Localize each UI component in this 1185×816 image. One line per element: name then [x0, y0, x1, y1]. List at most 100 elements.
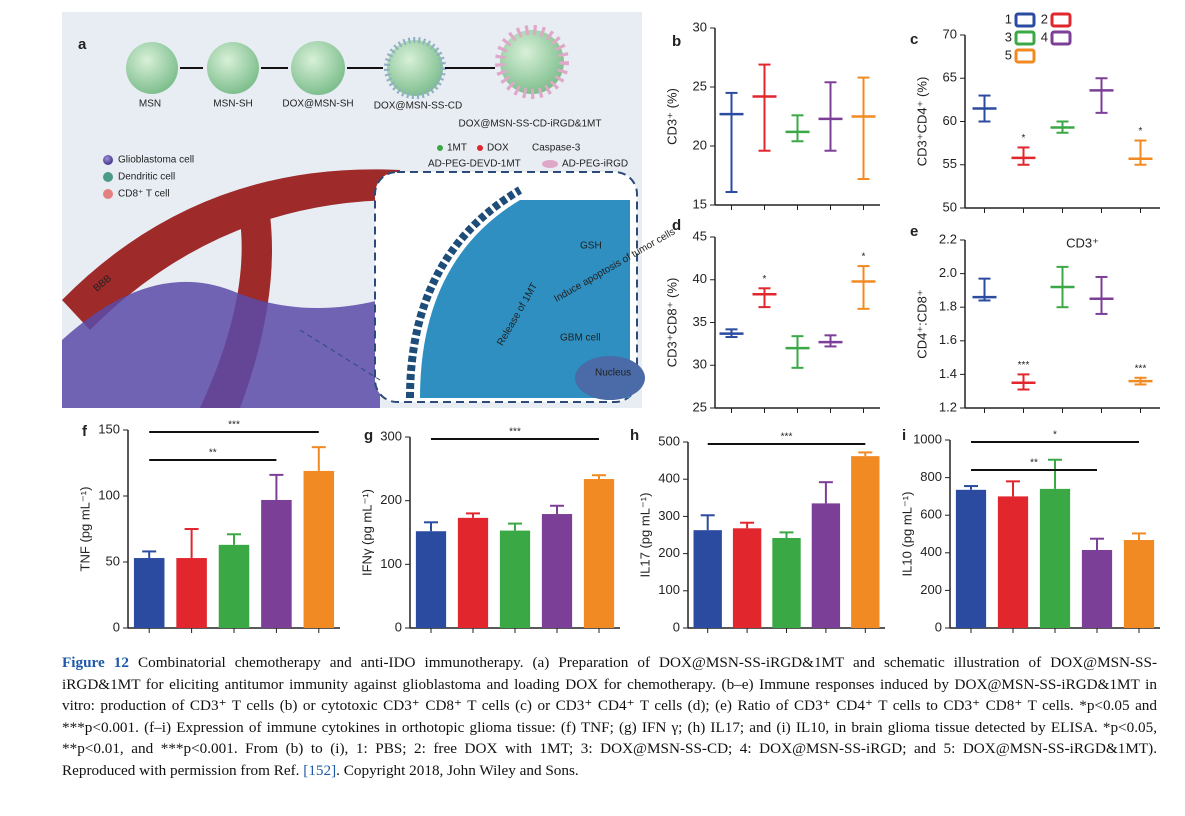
significance: * — [763, 274, 767, 285]
nucleus-label: Nucleus — [595, 368, 631, 379]
legend-swatch — [1050, 30, 1072, 46]
legend-label: 4 — [1041, 29, 1048, 44]
panel-label: f — [82, 423, 88, 440]
gsh-label: GSH — [580, 241, 602, 252]
caption-text: Combinatorial chemotherapy and anti-IDO … — [62, 654, 1158, 779]
gbm-label: GBM cell — [560, 333, 601, 344]
y-tick-label: 1000 — [913, 431, 942, 446]
bar — [457, 517, 489, 628]
caption-tail: . Copyright 2018, John Wiley and Sons. — [336, 761, 579, 779]
legend-swatch — [1014, 30, 1036, 46]
y-tick-label: 100 — [658, 582, 680, 597]
y-tick-label: 25 — [693, 399, 707, 414]
y-axis-label: IFNγ (pg mL⁻¹) — [359, 489, 374, 576]
y-tick-label: 0 — [395, 619, 402, 634]
y-tick-label: 400 — [920, 544, 942, 559]
icon — [477, 145, 483, 151]
particle — [495, 25, 569, 99]
significance: *** — [1135, 363, 1147, 374]
legend-swatch — [1014, 48, 1036, 64]
y-tick-label: 15 — [693, 196, 707, 211]
significance: ** — [1030, 458, 1038, 469]
bar — [955, 489, 987, 628]
y-tick-label: 20 — [693, 137, 707, 152]
y-axis-label: IL10 (pg mL⁻¹) — [899, 492, 914, 577]
caption: Figure 12 Combinatorial chemotherapy and… — [62, 652, 1157, 781]
component-label: AD-PEG-DEVD-1MT — [428, 159, 521, 170]
significance: * — [862, 252, 866, 263]
legend-label: 5 — [1005, 47, 1012, 62]
bar — [772, 537, 801, 628]
icon — [103, 189, 113, 199]
gbm-cell — [420, 200, 630, 398]
panel-label: i — [902, 427, 906, 444]
y-tick-label: 200 — [380, 492, 402, 507]
connector — [299, 329, 381, 381]
stage-label: DOX@MSN-SS-CD-iRGD&1MT — [459, 119, 602, 130]
bar — [693, 530, 722, 628]
bar — [218, 544, 250, 628]
component-label: 1MT — [447, 143, 467, 154]
panel-a: a MSN MSN-SH DOX@MSN-SH DOX@MSN-SS-CD DO… — [62, 12, 677, 408]
legend-swatch — [1014, 12, 1036, 28]
membrane — [406, 186, 523, 399]
legend-swatch — [1050, 12, 1072, 28]
chart-title: CD3⁺ — [1066, 235, 1099, 250]
bar — [1081, 549, 1113, 628]
particle — [384, 37, 446, 99]
legend-label: 3 — [1005, 29, 1012, 44]
bar — [1123, 540, 1155, 628]
y-axis-label: CD4⁺:CD8⁺ — [914, 289, 929, 358]
caption-ref: [152] — [303, 761, 337, 779]
y-tick-label: 400 — [658, 471, 680, 486]
y-tick-label: 150 — [98, 421, 120, 436]
y-tick-label: 60 — [943, 113, 957, 128]
figure-label: Figure 12 — [62, 654, 129, 671]
y-tick-label: 100 — [98, 487, 120, 502]
bar — [261, 499, 292, 628]
y-tick-label: 600 — [920, 507, 942, 522]
y-tick-label: 65 — [943, 70, 957, 85]
tumor — [62, 281, 380, 408]
y-tick-label: 30 — [693, 19, 707, 34]
significance: *** — [509, 427, 521, 438]
particle — [126, 42, 178, 94]
panel-label: a — [78, 36, 87, 53]
cell-label: Glioblastoma cell — [118, 155, 194, 166]
significance: * — [1053, 430, 1057, 441]
y-axis-label: CD3⁺CD8⁺ (%) — [664, 278, 679, 368]
y-tick-label: 1.4 — [939, 366, 957, 381]
y-tick-label: 1.2 — [939, 399, 957, 414]
y-tick-label: 40 — [693, 271, 707, 286]
y-tick-label: 70 — [943, 26, 957, 41]
component-label: AD-PEG-iRGD — [562, 159, 628, 170]
component-label: DOX — [487, 143, 509, 154]
panel-label: b — [672, 33, 681, 50]
bar — [541, 514, 573, 628]
panel-label: d — [672, 217, 681, 234]
stage-label: MSN — [139, 99, 161, 110]
panel-label: h — [630, 427, 639, 444]
cell-label: Dendritic cell — [118, 172, 175, 183]
bar — [1039, 488, 1071, 628]
y-axis-label: CD3⁺ (%) — [664, 88, 679, 145]
y-tick-label: 25 — [693, 78, 707, 93]
panel-label: c — [910, 31, 918, 48]
y-tick-label: 1.8 — [939, 299, 957, 314]
y-tick-label: 200 — [920, 582, 942, 597]
legend-label: 1 — [1005, 11, 1012, 26]
y-tick-label: 0 — [935, 619, 942, 634]
icon — [103, 155, 113, 165]
icon — [103, 172, 113, 182]
panel-label: g — [364, 427, 373, 444]
y-tick-label: 0 — [113, 619, 120, 634]
legend-label: 2 — [1041, 11, 1048, 26]
bar — [499, 530, 531, 628]
stage-label: MSN-SH — [213, 99, 252, 110]
significance: ** — [209, 448, 217, 459]
icon — [542, 160, 558, 168]
particle — [291, 41, 345, 95]
y-tick-label: 200 — [658, 545, 680, 560]
y-tick-label: 500 — [658, 433, 680, 448]
nucleus — [575, 356, 645, 400]
